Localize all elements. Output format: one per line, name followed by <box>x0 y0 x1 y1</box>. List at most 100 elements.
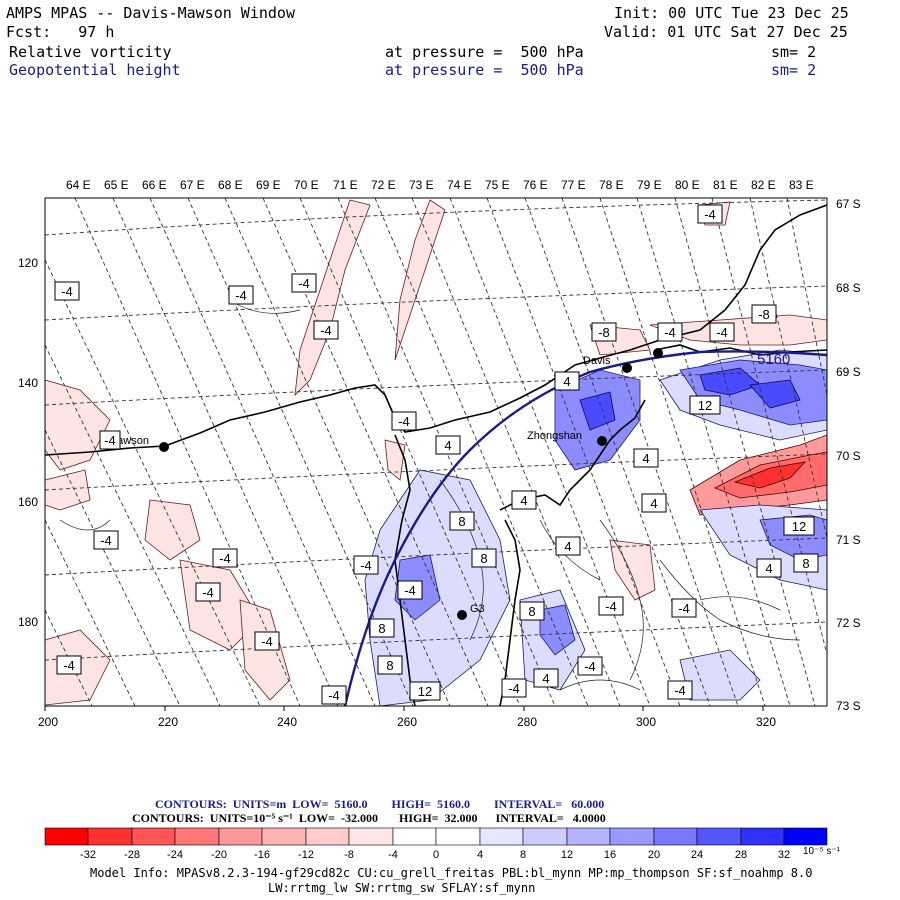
vort-label: 12 <box>409 681 441 701</box>
svg-text:12: 12 <box>792 519 806 534</box>
svg-text:4: 4 <box>765 561 772 576</box>
svg-text:300: 300 <box>636 715 656 729</box>
model-info-line2: LW:rrtmg_lw SW:rrtmg_sw SFLAY:sf_mynn <box>268 881 536 895</box>
svg-text:81 E: 81 E <box>713 178 738 192</box>
svg-text:-4: -4 <box>404 583 416 598</box>
vort-label: -4 <box>54 281 80 301</box>
vort-label: -4 <box>697 204 723 224</box>
station-dot-progress <box>653 348 663 358</box>
field1-smooth: sm= 2 <box>771 43 817 61</box>
vort-label: -4 <box>228 285 254 305</box>
vort-label: 12 <box>783 516 815 536</box>
svg-text:12: 12 <box>698 398 712 413</box>
svg-text:-4: -4 <box>664 325 676 340</box>
svg-text:-4: -4 <box>508 681 520 696</box>
svg-text:68 S: 68 S <box>836 281 861 295</box>
vort-label: -4 <box>99 430 121 450</box>
svg-text:79 E: 79 E <box>637 178 662 192</box>
vort-label: 4 <box>756 558 782 578</box>
vort-label: 4 <box>435 435 461 455</box>
vort-label: 8 <box>471 548 497 568</box>
svg-text:75 E: 75 E <box>485 178 510 192</box>
svg-text:28: 28 <box>735 849 747 861</box>
field1-level: at pressure = 500 hPa <box>385 43 584 61</box>
colorbar <box>44 827 828 846</box>
vort-label: 8 <box>519 601 545 621</box>
svg-text:82 E: 82 E <box>751 178 776 192</box>
svg-text:0: 0 <box>433 849 439 861</box>
vort-label: -8 <box>591 322 617 342</box>
strong-negative-vorticity <box>689 434 827 516</box>
field2-name: Geopotential height <box>9 61 181 79</box>
vort-label: -4 <box>254 631 280 651</box>
svg-text:-4: -4 <box>100 533 112 548</box>
vort-label: -4 <box>391 411 417 431</box>
svg-text:73 E: 73 E <box>409 178 434 192</box>
svg-text:-4: -4 <box>605 599 617 614</box>
vort-label: 4 <box>633 448 659 468</box>
map-frame <box>44 197 828 707</box>
svg-text:-16: -16 <box>254 849 270 861</box>
svg-text:73 S: 73 S <box>836 699 861 713</box>
svg-text:180: 180 <box>18 615 38 629</box>
station-dot-zhongshan <box>597 436 607 446</box>
svg-text:280: 280 <box>517 715 537 729</box>
latitude-lines <box>45 199 827 661</box>
svg-text:-4: -4 <box>398 414 410 429</box>
svg-text:240: 240 <box>277 715 297 729</box>
svg-text:80 E: 80 E <box>675 178 700 192</box>
svg-text:-4: -4 <box>61 284 73 299</box>
svg-text:260: 260 <box>397 715 417 729</box>
vort-label: -4 <box>313 320 339 340</box>
svg-text:77 E: 77 E <box>561 178 586 192</box>
vort-label: -4 <box>657 322 683 342</box>
svg-text:4: 4 <box>642 451 649 466</box>
svg-text:64 E: 64 E <box>66 178 91 192</box>
svg-text:220: 220 <box>158 715 178 729</box>
svg-text:160: 160 <box>18 495 38 509</box>
svg-text:72 S: 72 S <box>836 616 861 630</box>
colorbar-ticks: -32 -28 -24 -20 -16 -12 -8 -4 0 4 8 12 1… <box>80 849 790 861</box>
svg-text:4: 4 <box>477 849 483 861</box>
svg-text:-4: -4 <box>328 688 340 703</box>
vort-label: -4 <box>501 678 527 698</box>
svg-text:-28: -28 <box>124 849 140 861</box>
station-dot-g3 <box>457 610 467 620</box>
svg-text:-4: -4 <box>219 551 231 566</box>
vort-label: -4 <box>598 596 624 616</box>
svg-text:65 E: 65 E <box>104 178 129 192</box>
svg-text:16: 16 <box>604 849 616 861</box>
vort-label: 4 <box>554 371 580 391</box>
vort-label: -4 <box>56 655 82 675</box>
vort-label: -4 <box>671 598 697 618</box>
svg-text:140: 140 <box>18 376 38 390</box>
colorbar-units: 10⁻⁵ s⁻¹ <box>803 846 841 857</box>
vort-label: 4 <box>555 536 581 556</box>
svg-text:69 S: 69 S <box>836 365 861 379</box>
field1-name: Relative vorticity <box>9 43 172 61</box>
vort-label: -4 <box>93 530 119 550</box>
svg-text:70 S: 70 S <box>836 449 861 463</box>
svg-text:78 E: 78 E <box>599 178 624 192</box>
vort-label: -4 <box>291 273 317 293</box>
svg-text:71 E: 71 E <box>333 178 358 192</box>
svg-text:71 S: 71 S <box>836 533 861 547</box>
svg-text:-4: -4 <box>63 658 75 673</box>
svg-text:8: 8 <box>378 621 385 636</box>
svg-text:72 E: 72 E <box>371 178 396 192</box>
svg-text:4: 4 <box>542 671 549 686</box>
station-dot-davis <box>622 363 632 373</box>
vort-label: -4 <box>709 322 735 342</box>
station-dot-mawson <box>159 442 169 452</box>
vort-label: 8 <box>793 553 819 573</box>
svg-text:66 E: 66 E <box>142 178 167 192</box>
field2-smooth: sm= 2 <box>771 61 817 79</box>
vort-label: -8 <box>751 304 777 324</box>
vort-label: -4 <box>667 680 693 700</box>
height-contour-label: 5160 <box>757 351 790 368</box>
svg-text:67 S: 67 S <box>836 197 861 211</box>
svg-text:120: 120 <box>18 256 38 270</box>
svg-text:8: 8 <box>528 604 535 619</box>
svg-text:76 E: 76 E <box>523 178 548 192</box>
station-markers <box>159 348 663 620</box>
